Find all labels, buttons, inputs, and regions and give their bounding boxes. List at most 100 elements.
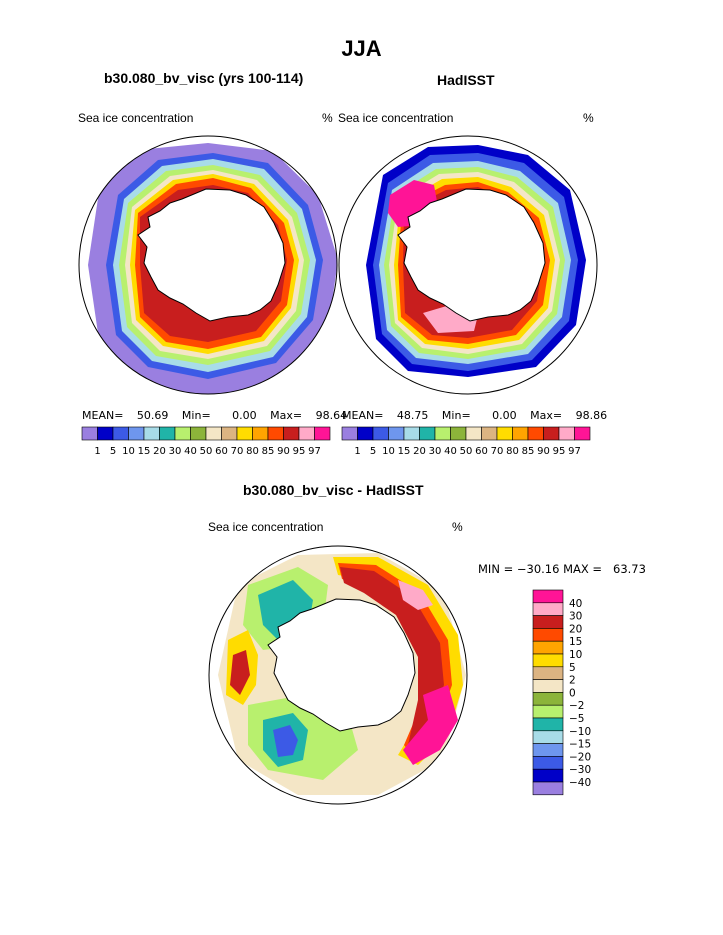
left-colorbar-box	[252, 426, 269, 441]
right-colorbar-tick-label: 60	[475, 446, 488, 457]
right-variable-label: Sea ice concentration	[338, 111, 454, 125]
left-mean-value: 50.69	[136, 409, 169, 422]
diff-colorbar-box	[532, 730, 564, 744]
diff-colorbar-box	[532, 781, 564, 796]
right-colorbar-tick-label: 50	[460, 446, 473, 457]
page-title: JJA	[341, 36, 382, 61]
left-colorbar-box	[97, 426, 114, 441]
left-colorbar-box	[314, 426, 331, 441]
right-min-label: Min=	[441, 409, 471, 422]
diff-colorbar-box	[532, 768, 564, 783]
map-border	[338, 135, 598, 395]
diff-colorbar-box	[532, 615, 564, 629]
right-mean-value: 48.75	[396, 409, 429, 422]
diff-colorbar-tick-label: −20	[569, 751, 591, 763]
left-colorbar-tick-label: 30	[169, 446, 182, 457]
left-colorbar-tick-label: 15	[138, 446, 151, 457]
right-colorbar-box	[496, 426, 513, 441]
diff-polar-map	[208, 545, 468, 805]
diff-colorbar-tick-label: −40	[569, 777, 591, 789]
right-colorbar-box	[481, 426, 498, 441]
antarctica-landmass	[397, 188, 546, 322]
left-case-label: b30.080_bv_visc (yrs 100-114)	[104, 70, 304, 86]
left-min-value: 0.00	[232, 409, 257, 422]
diff-case-label: b30.080_bv_visc - HadISST	[243, 482, 424, 498]
right-colorbar-box	[357, 426, 374, 441]
left-colorbar: 1 5 10 15 20 30 40 50 60 70 80 85 90 95 97	[81, 426, 331, 457]
left-units-label: %	[322, 111, 333, 125]
diff-minmax-text: MIN = −30.16 MAX = 63.73	[478, 562, 646, 576]
right-max-value: 98.86	[575, 409, 608, 422]
diff-colorbar-tick-label: −10	[569, 726, 591, 738]
left-colorbar-tick-label: 85	[262, 446, 275, 457]
diff-colorbar-box	[532, 589, 564, 604]
right-colorbar-box	[543, 426, 560, 441]
right-colorbar-box	[558, 426, 575, 441]
right-min-value: 0.00	[492, 409, 517, 422]
right-colorbar-tick-label: 10	[382, 446, 395, 457]
right-colorbar-box	[372, 426, 389, 441]
left-max-label: Max=	[270, 409, 303, 422]
diff-colorbar-box	[532, 666, 564, 680]
left-colorbar-tick-label: 97	[308, 446, 321, 457]
right-colorbar-tick-label: 70	[491, 446, 504, 457]
right-polar-map	[338, 135, 598, 395]
left-colorbar-tick-label: 90	[277, 446, 290, 457]
right-colorbar-tick-label: 5	[370, 446, 376, 457]
diff-colorbar-tick-label: −2	[569, 700, 584, 712]
left-colorbar-box	[205, 426, 222, 441]
map-border	[208, 545, 468, 805]
right-colorbar-box	[512, 426, 529, 441]
left-colorbar-box	[190, 426, 207, 441]
left-colorbar-tick-label: 70	[231, 446, 244, 457]
antarctica-landmass	[267, 598, 416, 732]
diff-colorbar-box	[532, 743, 564, 757]
diff-colorbar-tick-label: 5	[569, 662, 576, 674]
right-stats: MEAN= 48.75 Min= 0.00 Max= 98.86	[342, 409, 607, 422]
left-colorbar-box	[128, 426, 145, 441]
diff-colorbar-box	[532, 640, 564, 655]
left-colorbar-tick-label: 20	[153, 446, 166, 457]
right-colorbar-tick-label: 1	[354, 446, 360, 457]
left-colorbar-tick-label: 1	[94, 446, 100, 457]
diff-colorbar-tick-label: 40	[569, 598, 582, 610]
diff-colorbar-tick-label: 15	[569, 636, 582, 648]
left-colorbar-tick-label: 60	[215, 446, 228, 457]
right-mean-label: MEAN=	[342, 409, 384, 422]
diff-colorbar-tick-label: 10	[569, 649, 582, 661]
right-colorbar-tick-label: 20	[413, 446, 426, 457]
left-colorbar-box	[298, 426, 315, 441]
diff-colorbar-tick-label: 30	[569, 611, 582, 623]
right-colorbar-box	[450, 426, 467, 441]
diff-colorbar-box	[532, 704, 564, 719]
right-colorbar-tick-label: 15	[398, 446, 411, 457]
right-max-label: Max=	[530, 409, 563, 422]
right-colorbar-box	[574, 426, 591, 441]
left-colorbar-tick-label: 40	[184, 446, 197, 457]
right-colorbar-box	[403, 426, 420, 441]
right-colorbar-box	[527, 426, 544, 441]
diff-band-30	[340, 567, 444, 745]
left-colorbar-tick-label: 10	[122, 446, 135, 457]
diff-colorbar-tick-label: 20	[569, 623, 582, 635]
left-colorbar-box	[283, 426, 300, 441]
map-border	[78, 135, 338, 395]
left-colorbar-box	[81, 426, 98, 441]
left-colorbar-tick-label: 95	[293, 446, 306, 457]
left-colorbar-box	[159, 426, 176, 441]
diff-band-neg20	[273, 725, 298, 757]
diff-band-40b	[403, 685, 458, 765]
diff-band-pos-west2	[230, 650, 250, 695]
right-colorbar-box	[388, 426, 405, 441]
right-colorbar-box	[434, 426, 451, 441]
left-mean-label: MEAN=	[82, 409, 124, 422]
right-colorbar-tick-label: 80	[506, 446, 519, 457]
right-colorbar-tick-label: 85	[522, 446, 535, 457]
diff-colorbar-tick-label: −5	[569, 713, 584, 725]
diff-colorbar-tick-label: −15	[569, 739, 591, 751]
right-case-label: HadISST	[437, 72, 495, 88]
left-colorbar-box	[112, 426, 129, 441]
right-colorbar-box	[341, 426, 358, 441]
diff-colorbar-box	[532, 628, 564, 642]
